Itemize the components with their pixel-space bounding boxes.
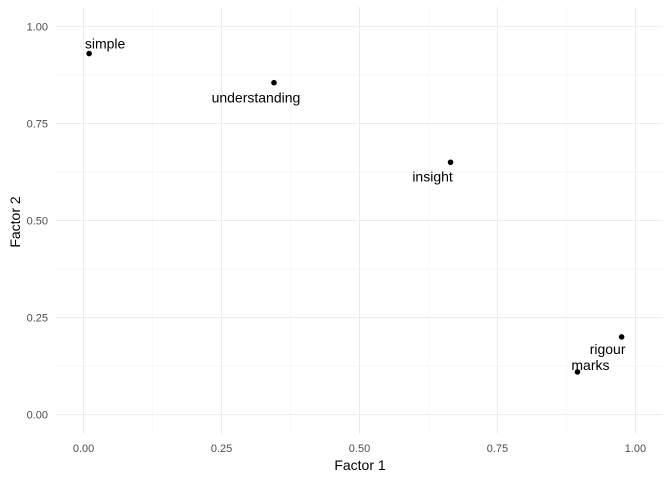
x-tick-label: 1.00 <box>625 443 646 455</box>
x-tick-label: 0.00 <box>73 443 94 455</box>
point-label: rigour <box>590 341 626 357</box>
point-label: marks <box>571 357 609 373</box>
data-point <box>574 369 581 375</box>
y-tick-label: 0.50 <box>27 216 48 228</box>
x-tick-label: 0.75 <box>487 443 508 455</box>
y-tick-label: 0.25 <box>27 313 48 325</box>
x-axis-ticks: 0.00 0.25 0.50 0.75 1.00 <box>73 443 646 455</box>
point-label: understanding <box>212 90 301 106</box>
y-axis-ticks: 0.00 0.25 0.50 0.75 1.00 <box>27 21 48 421</box>
x-tick-label: 0.25 <box>211 443 232 455</box>
y-axis-title: Factor 2 <box>7 196 23 248</box>
data-point <box>447 159 454 166</box>
y-tick-label: 1.00 <box>27 21 48 33</box>
y-tick-label: 0.75 <box>27 118 48 130</box>
point-label: insight <box>412 168 453 184</box>
point-label: simple <box>85 36 126 52</box>
data-point <box>271 79 277 86</box>
data-point <box>86 50 92 57</box>
x-tick-label: 0.50 <box>349 443 370 455</box>
data-point <box>618 334 625 340</box>
x-axis-title: Factor 1 <box>334 457 386 473</box>
y-tick-label: 0.00 <box>27 410 48 422</box>
grid <box>56 7 663 434</box>
